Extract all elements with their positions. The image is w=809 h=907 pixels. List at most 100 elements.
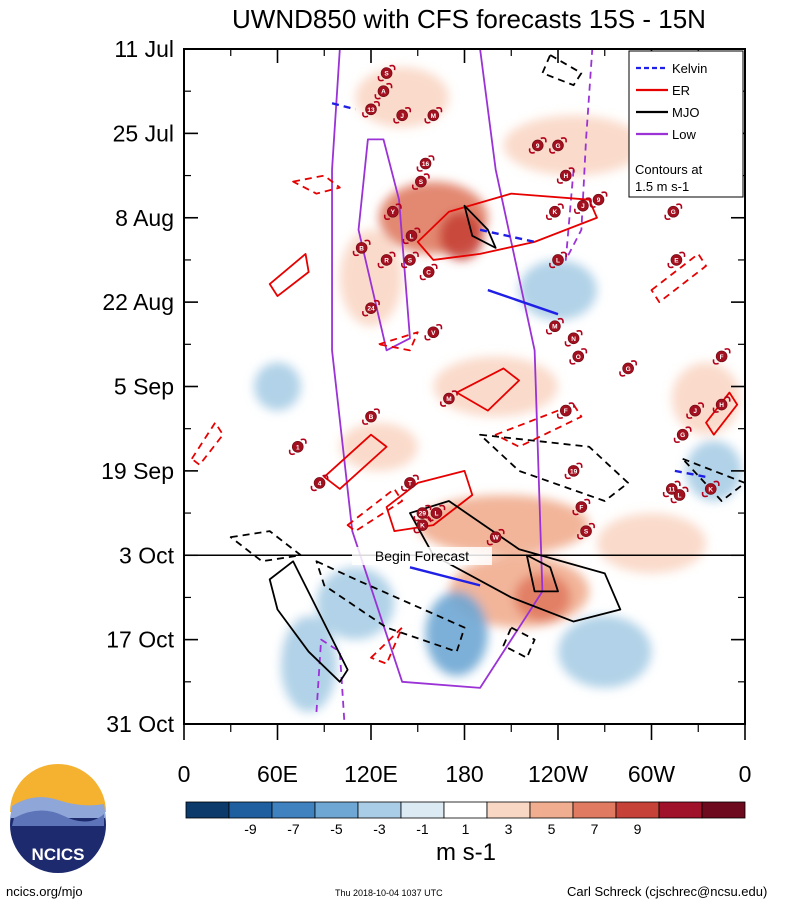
storm-marker-dot (673, 489, 686, 501)
storm-marker-5: 9 (528, 137, 547, 154)
storm-marker-label: F (579, 505, 583, 512)
storm-marker-dot (549, 205, 561, 218)
colorbar-swatch-5 (400, 801, 445, 819)
storm-marker-31: H (712, 396, 731, 413)
storm-marker-dot (549, 320, 561, 333)
storm-marker-tail (545, 214, 553, 221)
storm-marker-label: N (571, 336, 576, 343)
chart-title: UWND850 with CFS forecasts 15S - 15N (232, 4, 706, 34)
storm-marker-dot (387, 205, 399, 218)
storm-marker-dot (592, 193, 605, 206)
colorbar-tick-label: 3 (505, 821, 513, 837)
storm-marker-tail (498, 528, 505, 535)
storm-marker-dot (667, 205, 680, 218)
contour-mjo-17 (409, 500, 622, 623)
storm-marker-tail (569, 359, 576, 365)
anomaly-blob-17 (685, 440, 742, 502)
storm-marker-dot (670, 254, 683, 266)
storm-marker-label: F (564, 408, 568, 415)
contour-low-1 (357, 138, 411, 352)
storm-marker-label: M (446, 396, 451, 403)
storm-marker-20: L (549, 251, 567, 269)
storm-marker-dot (715, 398, 728, 411)
storm-marker-dot (552, 139, 564, 152)
storm-marker-tail (712, 407, 719, 413)
storm-marker-tail (395, 203, 402, 209)
storm-marker-tail (686, 413, 693, 419)
storm-marker-tail (557, 317, 564, 324)
contour-er-13 (346, 488, 404, 533)
storm-marker-tail (413, 515, 420, 522)
storm-marker-39: 11 (662, 480, 681, 498)
storm-marker-tail (322, 474, 329, 481)
storm-marker-dot (427, 326, 440, 339)
colorbar-swatch-3 (314, 801, 359, 819)
storm-marker-tail (556, 178, 564, 184)
storm-marker-tail (377, 262, 384, 269)
storm-marker-tail (439, 504, 446, 511)
storm-marker-dot (575, 501, 588, 513)
storm-marker-tail (560, 137, 567, 143)
colorbar-tick-label: 5 (548, 821, 556, 837)
storm-marker-tail (630, 360, 638, 366)
storm-marker-label: H (563, 173, 568, 180)
storm-marker-label: L (678, 492, 682, 499)
storm-marker-dot (404, 477, 416, 489)
storm-marker-dot (405, 230, 418, 242)
storm-marker-dot (559, 169, 572, 182)
colorbar-tick-label: 1 (462, 821, 470, 837)
storm-marker-label: C (426, 269, 431, 276)
storm-marker-4: M (424, 106, 443, 124)
storm-marker-24: M (545, 317, 564, 335)
storm-marker-tail (577, 534, 584, 540)
x-tick-label: 0 (739, 761, 752, 787)
storm-marker-11: K (545, 203, 564, 221)
y-tick-label: 3 Oct (119, 542, 175, 568)
logo-text: NCICS (32, 845, 85, 864)
contour-er-10 (292, 174, 341, 195)
storm-marker-43: 29 (413, 504, 432, 522)
storm-marker-dot (567, 332, 580, 345)
storm-marker-9: S (411, 173, 430, 190)
storm-marker-tail (572, 509, 579, 516)
contour-mjo-26 (681, 457, 745, 502)
storm-marker-label: K (553, 209, 558, 216)
storm-marker-tail (670, 497, 677, 504)
storm-marker-dot (443, 392, 455, 405)
storm-marker-label: K (708, 486, 713, 493)
storm-marker-label: A (381, 89, 386, 96)
legend-box (628, 50, 744, 198)
contour-low-0 (331, 49, 544, 689)
storm-marker-3: J (393, 106, 412, 124)
storm-marker-tail (411, 184, 419, 190)
y-tick-label: 17 Oct (106, 627, 174, 653)
colorbar-tick-label: -9 (244, 821, 257, 837)
storm-marker-label: 9 (597, 197, 601, 204)
storm-marker-22: 24 (362, 299, 380, 317)
footer-url[interactable]: ncics.org/mjo (6, 884, 83, 899)
storm-marker-tail (419, 274, 426, 281)
storm-marker-tail (373, 408, 380, 414)
storm-marker-7: 16 (416, 155, 435, 172)
storm-marker-label: 9 (536, 143, 540, 150)
storm-marker-6: G (549, 137, 567, 154)
legend-note-line1: Contours at (635, 162, 703, 177)
storm-marker-label: F (720, 354, 724, 361)
colorbar-swatch-0 (185, 801, 230, 819)
colorbar-tick-label: -5 (330, 821, 343, 837)
storm-marker-label: G (626, 366, 631, 373)
storm-marker-tail (288, 449, 296, 456)
forecast-label: Begin Forecast (375, 548, 469, 564)
ncics-logo: NCICS (10, 764, 106, 873)
storm-marker-dot (489, 531, 502, 543)
storm-marker-label: G (680, 432, 685, 439)
storm-marker-label: E (674, 257, 679, 264)
y-tick-label: 19 Sep (101, 458, 174, 484)
x-tick-label: 120W (528, 761, 588, 787)
storm-marker-dot (355, 242, 368, 254)
storm-marker-tail (423, 173, 430, 179)
storm-marker-1: A (374, 82, 393, 100)
storm-marker-label: 16 (422, 161, 430, 168)
storm-marker-tail (697, 402, 705, 408)
storm-marker-21: E (667, 251, 686, 269)
